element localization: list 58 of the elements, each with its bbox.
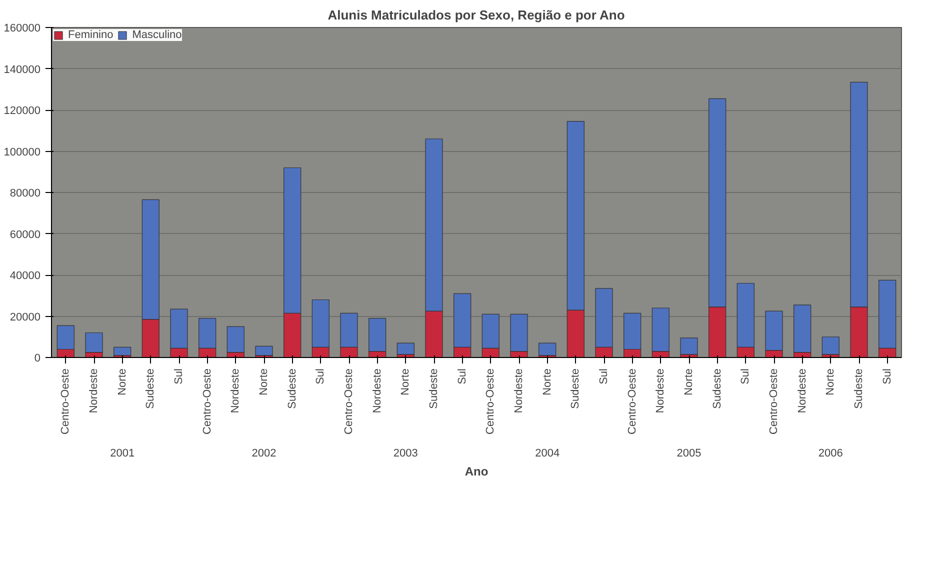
x-tick-label: Nordeste xyxy=(371,368,384,414)
x-tick-label: Centro-Oeste xyxy=(60,368,72,435)
bar xyxy=(396,342,414,355)
bar xyxy=(85,332,103,353)
text: 2006 xyxy=(818,448,843,460)
x-tick-label: Centro-Oeste xyxy=(343,368,355,435)
x-tick-label: Norte xyxy=(541,368,554,396)
text: 2005 xyxy=(676,448,702,460)
legend-label: Feminino xyxy=(68,29,114,41)
y-tick-label: 20000 xyxy=(10,311,41,324)
bar xyxy=(538,342,556,356)
y-tick-label: 160000 xyxy=(4,22,41,34)
text: 2004 xyxy=(535,448,560,460)
y-tick-label: 100000 xyxy=(4,146,41,158)
x-tick-label: Sul xyxy=(881,368,894,384)
bar xyxy=(822,336,840,355)
x-tick-label: Nordeste xyxy=(654,368,667,414)
y-tick-label: 120000 xyxy=(4,105,41,117)
x-tick-label: Sudeste xyxy=(570,368,582,409)
y-tick-label: 80000 xyxy=(10,188,41,200)
bar xyxy=(255,346,273,356)
x-tick-label: Sudeste xyxy=(428,368,440,409)
text: 2001 xyxy=(110,448,135,460)
x-tick-label: Nordeste xyxy=(230,368,242,414)
x-tick-label: Sudeste xyxy=(144,368,157,409)
x-tick-label: Centro-Oeste xyxy=(201,368,214,435)
bar xyxy=(226,326,244,353)
y-tick-label: 40000 xyxy=(10,270,41,282)
y-tick-label: 0 xyxy=(34,352,41,364)
x-tick-label: Centro-Oeste xyxy=(626,368,638,435)
x-tick-label: Sul xyxy=(598,368,610,384)
text: 2003 xyxy=(393,448,418,460)
x-tick-label: Nordeste xyxy=(88,368,100,414)
x-tick-label: Sul xyxy=(456,368,468,384)
y-tick-label: 60000 xyxy=(10,228,41,241)
x-tick-label: Centro-Oeste xyxy=(768,368,780,435)
x-tick-label: Sudeste xyxy=(711,368,724,409)
chart-title: Alunis Matriculados por Sexo, Região e por Ano xyxy=(328,8,625,22)
x-tick-label: Nordeste xyxy=(796,368,808,414)
legend-label: Masculino xyxy=(132,29,182,41)
y-tick-label: 140000 xyxy=(4,64,41,76)
x-tick-label: Sudeste xyxy=(286,368,298,409)
x-axis-title: Ano xyxy=(464,464,488,478)
x-tick-label: Centro-Oeste xyxy=(484,368,497,435)
x-tick-label: Nordeste xyxy=(513,368,525,414)
x-tick-label: Sudeste xyxy=(853,368,865,409)
x-tick-label: Sul xyxy=(173,368,185,384)
x-tick-label: Norte xyxy=(116,368,128,396)
bar xyxy=(794,304,812,353)
bar xyxy=(114,346,132,356)
x-tick-label: Norte xyxy=(400,368,412,396)
x-tick-label: Norte xyxy=(258,368,270,396)
x-tick-label: Sul xyxy=(314,368,327,384)
bar xyxy=(680,338,698,355)
x-tick-label: Norte xyxy=(824,368,837,396)
x-tick-label: Sul xyxy=(740,368,752,384)
x-tick-label: Norte xyxy=(683,368,695,396)
text: 2002 xyxy=(252,448,276,460)
